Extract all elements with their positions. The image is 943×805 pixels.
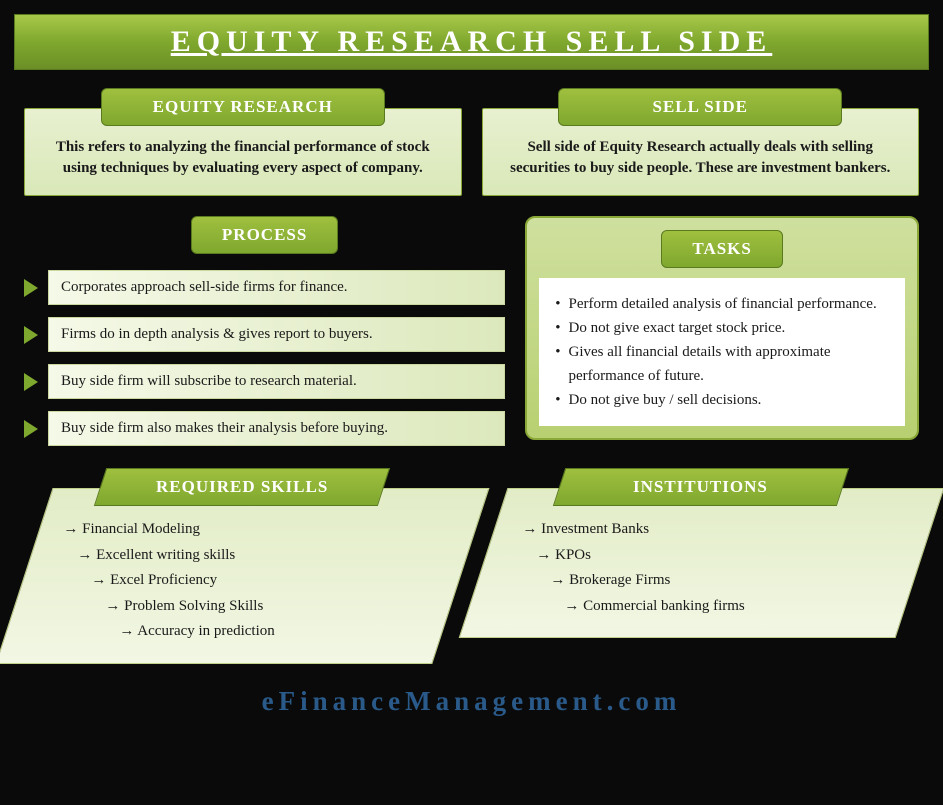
process-item: Buy side firm also makes their analysis … (24, 411, 505, 446)
list-item: → KPOs (522, 543, 890, 569)
sell-side-header: SELL SIDE (558, 88, 842, 126)
institutions-header: INSTITUTIONS (553, 468, 849, 506)
list-item: → Investment Banks (522, 517, 891, 543)
tasks-item: • Perform detailed analysis of financial … (555, 292, 889, 316)
bullet-triangle-icon (24, 420, 38, 438)
sell-side-card: SELL SIDE Sell side of Equity Research a… (482, 88, 920, 196)
skills-column: REQUIRED SKILLS → Financial Modeling→ Ex… (24, 468, 461, 664)
process-item-text: Firms do in depth analysis & gives repor… (48, 317, 505, 352)
bottom-row: REQUIRED SKILLS → Financial Modeling→ Ex… (14, 468, 929, 664)
process-list: Corporates approach sell-side firms for … (24, 270, 505, 446)
tasks-body: • Perform detailed analysis of financial … (539, 278, 905, 426)
process-item-text: Buy side firm also makes their analysis … (48, 411, 505, 446)
tasks-item: • Do not give buy / sell decisions. (555, 388, 889, 412)
bullet-triangle-icon (24, 373, 38, 391)
mid-row: PROCESS Corporates approach sell-side fi… (14, 216, 929, 446)
bullet-triangle-icon (24, 279, 38, 297)
process-item-text: Buy side firm will subscribe to research… (48, 364, 505, 399)
process-column: PROCESS Corporates approach sell-side fi… (24, 216, 505, 446)
tasks-item-text: Gives all financial details with approxi… (569, 340, 889, 388)
tasks-item-text: Perform detailed analysis of financial p… (569, 292, 877, 316)
equity-research-card: EQUITY RESEARCH This refers to analyzing… (24, 88, 462, 196)
process-item-text: Corporates approach sell-side firms for … (48, 270, 505, 305)
tasks-item: •Gives all financial details with approx… (555, 340, 889, 388)
process-item: Buy side firm will subscribe to research… (24, 364, 505, 399)
bullet-triangle-icon (24, 326, 38, 344)
bullet-dot-icon: • (555, 292, 560, 316)
equity-research-header: EQUITY RESEARCH (101, 88, 385, 126)
institutions-column: INSTITUTIONS → Investment Banks→ KPOs→ B… (483, 468, 920, 664)
definition-cards-row: EQUITY RESEARCH This refers to analyzing… (14, 88, 929, 196)
list-item: → Excel Proficiency (63, 568, 432, 594)
tasks-header: TASKS (661, 230, 783, 268)
institutions-body: → Investment Banks→ KPOs→ Brokerage Firm… (522, 517, 891, 619)
bullet-dot-icon: • (555, 316, 560, 340)
bullet-dot-icon: • (555, 388, 560, 412)
main-title: EQUITY RESEARCH SELL SIDE (14, 14, 929, 70)
list-item: → Financial Modeling (63, 517, 432, 543)
list-item: → Accuracy in prediction (63, 619, 432, 645)
process-item: Corporates approach sell-side firms for … (24, 270, 505, 305)
list-item: → Problem Solving Skills (63, 594, 432, 620)
list-item: → Excellent writing skills (63, 543, 432, 569)
bullet-dot-icon: • (555, 340, 560, 388)
list-item: → Brokerage Firms (522, 568, 890, 594)
skills-body: → Financial Modeling→ Excellent writing … (63, 517, 432, 645)
tasks-item-text: Do not give buy / sell decisions. (569, 388, 762, 412)
tasks-panel: TASKS • Perform detailed analysis of fina… (525, 216, 919, 440)
tasks-item-text: Do not give exact target stock price. (569, 316, 786, 340)
skills-header: REQUIRED SKILLS (94, 468, 390, 506)
process-item: Firms do in depth analysis & gives repor… (24, 317, 505, 352)
footer-brand: eFinanceManagement.com (14, 686, 929, 717)
tasks-item: • Do not give exact target stock price. (555, 316, 889, 340)
list-item: → Commercial banking firms (522, 594, 890, 620)
tasks-column: TASKS • Perform detailed analysis of fina… (525, 216, 919, 446)
process-header: PROCESS (191, 216, 338, 254)
